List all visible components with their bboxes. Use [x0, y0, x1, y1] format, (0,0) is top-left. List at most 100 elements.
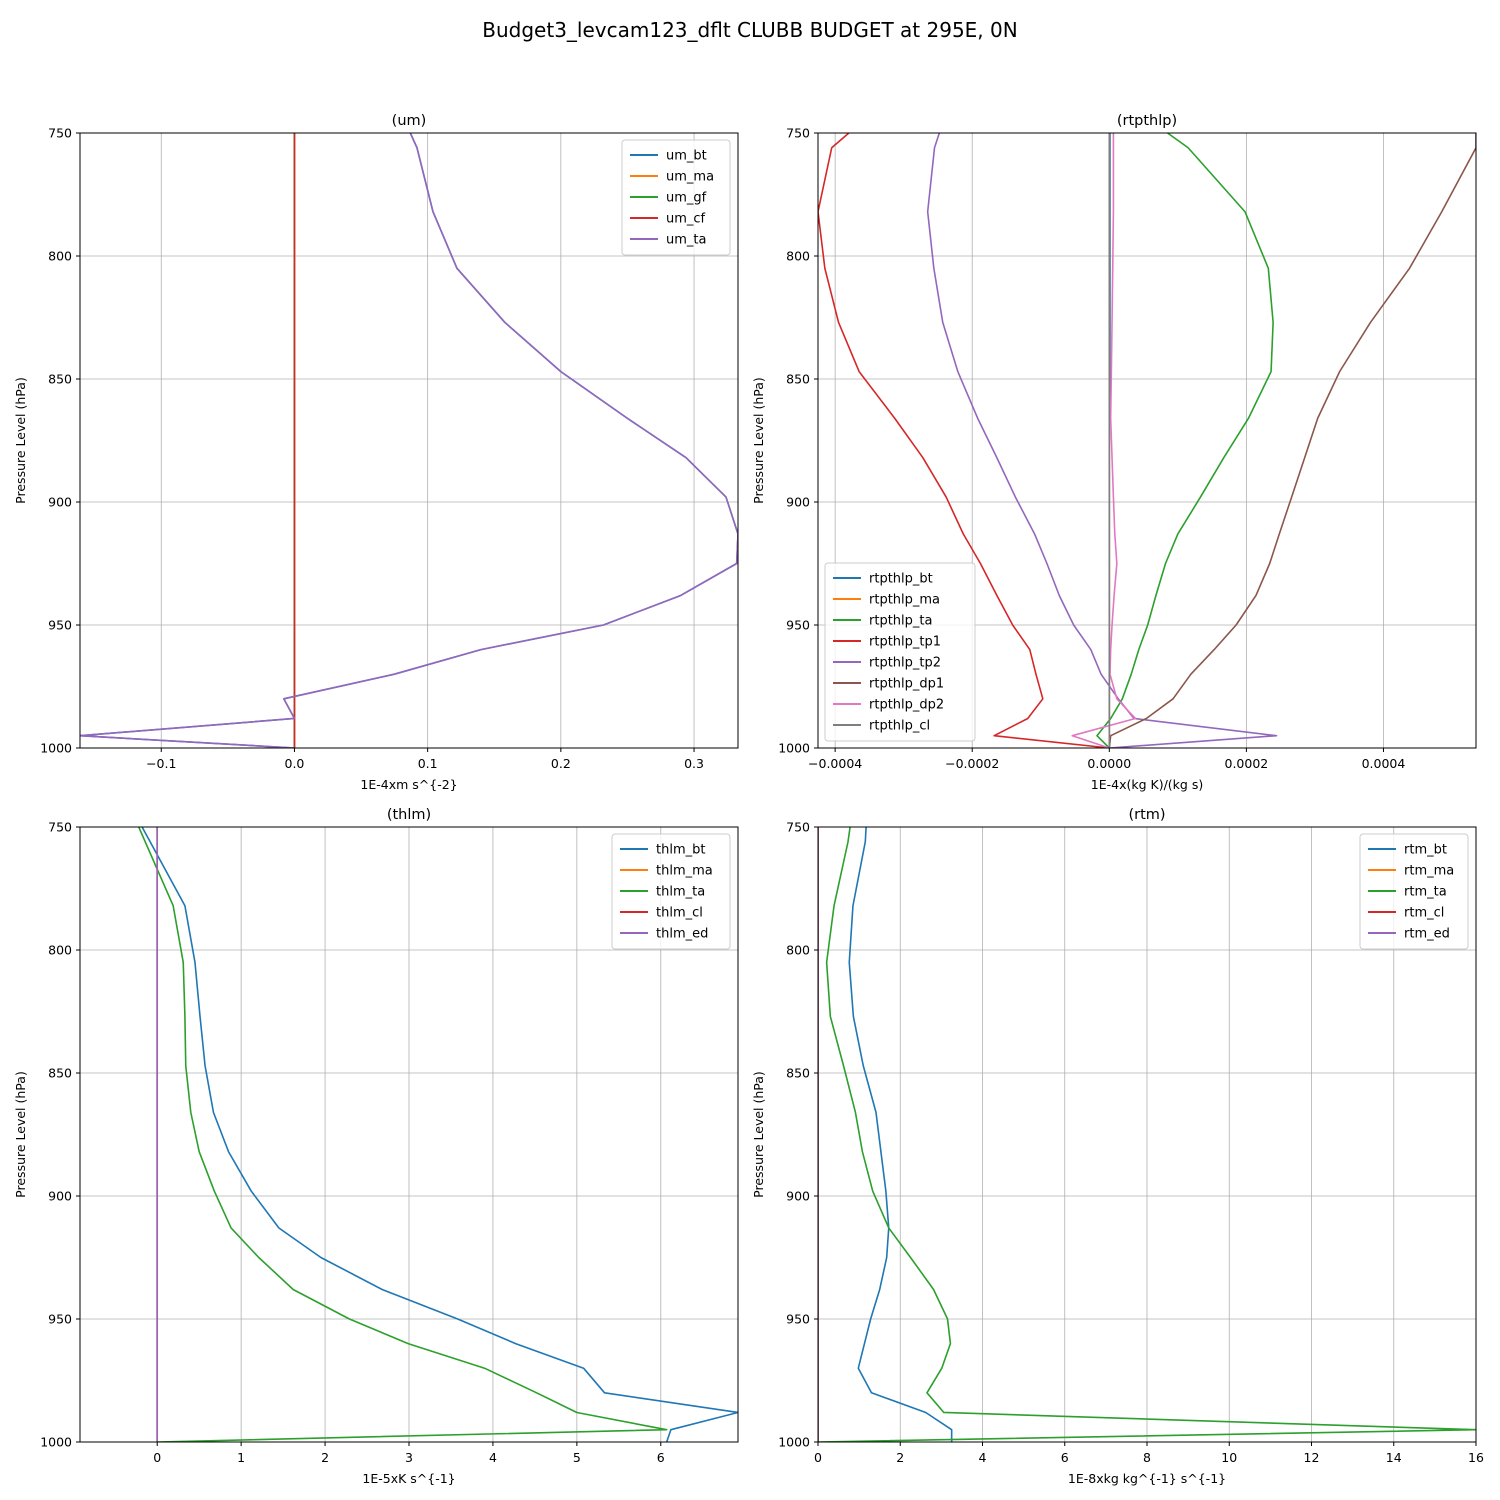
legend-label: thlm_ma: [656, 864, 713, 879]
x-tick-label: 16: [1468, 1450, 1484, 1465]
legend-label: rtpthlp_dp2: [869, 698, 944, 713]
series-line-rtpthlp_ta: [1096, 133, 1274, 748]
x-tick-label: 2: [896, 1450, 904, 1465]
series-group: [80, 133, 738, 748]
x-axis-label: 1E-4xm s^{-2}: [360, 777, 457, 792]
series-line-thlm_ta: [138, 827, 668, 1442]
y-tick-label: 800: [48, 249, 72, 264]
y-tick-label: 1000: [40, 741, 72, 756]
legend-label: rtm_bt: [1404, 843, 1447, 858]
series-line-rtpthlp_tp1: [818, 133, 1110, 748]
series-line-thlm_bt: [141, 827, 738, 1442]
legend-label: um_bt: [666, 149, 707, 164]
legend-label: thlm_ta: [656, 885, 705, 900]
series-line-rtpthlp_dp2: [1071, 133, 1137, 748]
legend-label: rtm_ta: [1404, 885, 1447, 900]
y-axis-label: Pressure Level (hPa): [13, 1071, 28, 1198]
y-tick-label: 750: [786, 126, 810, 141]
y-tick-label: 900: [48, 1189, 72, 1204]
y-tick-label: 950: [48, 1312, 72, 1327]
x-axis-label: 1E-8xkg kg^{-1} s^{-1}: [1068, 1471, 1226, 1486]
y-tick-label: 900: [786, 495, 810, 510]
y-tick-label: 800: [786, 249, 810, 264]
legend-box: [824, 562, 976, 742]
x-tick-label: 6: [1061, 1450, 1069, 1465]
legend-label: rtpthlp_ma: [869, 593, 940, 608]
x-tick-label: 0.0: [285, 756, 305, 771]
legend-label: rtpthlp_tp1: [869, 635, 941, 650]
legend-label: rtpthlp_tp2: [869, 656, 941, 671]
y-tick-label: 850: [48, 372, 72, 387]
series-line-rtpthlp_dp1: [1108, 133, 1476, 748]
x-tick-label: −0.1: [146, 756, 176, 771]
axes-frame: [817, 826, 1477, 1443]
legend-box: [621, 139, 731, 256]
y-tick-label: 850: [786, 1066, 810, 1081]
legend-label: rtm_ma: [1404, 864, 1454, 879]
axes-frame: [79, 826, 739, 1443]
x-tick-label: 3: [405, 1450, 413, 1465]
legend-label: rtm_ed: [1404, 927, 1450, 942]
x-tick-label: 4: [489, 1450, 497, 1465]
legend-label: rtm_cl: [1404, 906, 1444, 921]
y-tick-label: 850: [786, 372, 810, 387]
legend-label: thlm_cl: [656, 906, 703, 921]
panel-2: 0 1 2 3 4 5 6 750 800 850 900 950 1000 (thlm) 1E-5xK s…: [13, 807, 739, 1486]
y-tick-label: 950: [48, 618, 72, 633]
legend-label: thlm_bt: [656, 843, 705, 858]
y-tick-label: 750: [48, 126, 72, 141]
y-tick-label: 1000: [778, 741, 810, 756]
series-group: [138, 827, 738, 1442]
x-tick-label: 4: [979, 1450, 987, 1465]
legend-label: thlm_ed: [656, 927, 708, 942]
x-tick-label: −0.0004: [808, 756, 862, 771]
series-group: [818, 133, 1476, 748]
panel-title: (rtm): [1128, 807, 1165, 823]
x-tick-label: 0.3: [684, 756, 704, 771]
legend: rtpthlp_bt rtpthlp_ma rtpthlp_ta rtpthlp_tp…: [824, 562, 976, 742]
axes-frame: [817, 132, 1477, 749]
y-tick-label: 950: [786, 618, 810, 633]
y-tick-label: 800: [786, 943, 810, 958]
legend-label: um_ma: [666, 170, 714, 185]
y-tick-label: 850: [48, 1066, 72, 1081]
panel-title: (thlm): [387, 807, 431, 823]
x-axis-label: 1E-4x(kg K)/(kg s): [1091, 777, 1203, 792]
legend-label: rtpthlp_cl: [869, 719, 930, 734]
x-tick-label: 5: [573, 1450, 581, 1465]
panel-1: −0.0004 −0.0002 0.0000 0.0002 0.0004 750 800 85…: [751, 113, 1477, 792]
legend-box: [611, 833, 731, 950]
x-tick-label: 0.1: [418, 756, 438, 771]
x-axis-label: 1E-5xK s^{-1}: [362, 1471, 455, 1486]
y-tick-label: 1000: [778, 1435, 810, 1450]
legend: thlm_bt thlm_ma thlm_ta thlm_cl thlm_ed: [611, 833, 731, 950]
x-tick-label: −0.0002: [945, 756, 999, 771]
x-tick-label: 14: [1386, 1450, 1402, 1465]
panel-0: −0.1 0.0 0.1 0.2 0.3 750 800 850 900 950 1000 (um) 1…: [13, 113, 739, 792]
figure-suptitle: Budget3_levcam123_dflt CLUBB BUDGET at 2…: [482, 18, 1017, 42]
legend-box: [1359, 833, 1469, 950]
legend-label: rtpthlp_ta: [869, 614, 932, 629]
y-tick-label: 750: [786, 820, 810, 835]
x-tick-label: 0: [814, 1450, 822, 1465]
y-axis-label: Pressure Level (hPa): [13, 377, 28, 504]
x-tick-label: 1: [237, 1450, 245, 1465]
y-tick-label: 950: [786, 1312, 810, 1327]
x-tick-label: 8: [1143, 1450, 1151, 1465]
panel-title: (rtpthlp): [1117, 113, 1177, 129]
y-tick-label: 1000: [40, 1435, 72, 1450]
x-tick-label: 10: [1221, 1450, 1237, 1465]
legend-label: um_gf: [666, 191, 707, 206]
panel-title: (um): [392, 113, 427, 129]
y-tick-label: 900: [786, 1189, 810, 1204]
legend-label: rtpthlp_dp1: [869, 677, 944, 692]
y-axis-label: Pressure Level (hPa): [751, 1071, 766, 1198]
axes-frame: [79, 132, 739, 749]
series-line-rtpthlp_tp2: [926, 133, 1278, 748]
panel-3: 0 2 4 6 8 10 12 14 16 750 800 850 900 950 1000 (rtm) 1E-…: [751, 807, 1484, 1486]
series-group: [818, 827, 1476, 1442]
x-tick-label: 0.0002: [1225, 756, 1269, 771]
legend: um_bt um_ma um_gf um_cf um_ta: [621, 139, 731, 256]
legend-label: um_cf: [666, 212, 706, 227]
